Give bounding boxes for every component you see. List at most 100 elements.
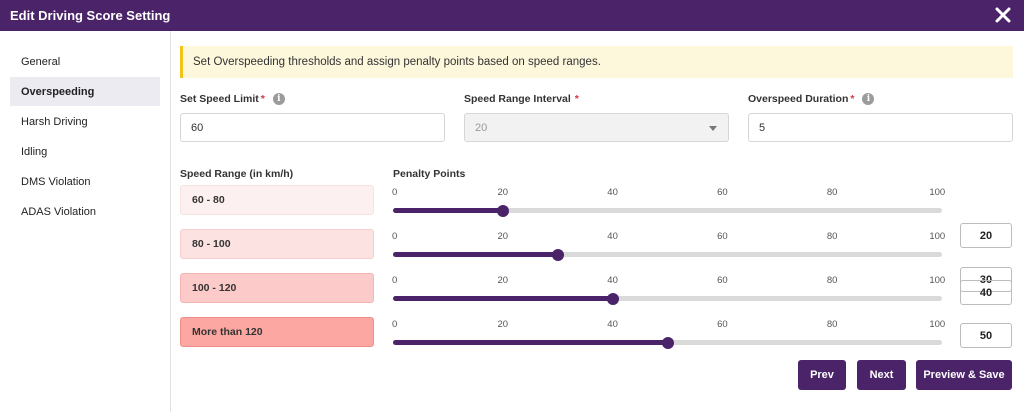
chevron-down-icon	[709, 126, 717, 131]
range-interval-select[interactable]: 20	[464, 113, 729, 142]
slider-tick-label: 80	[826, 319, 838, 330]
slider-track[interactable]	[393, 336, 942, 349]
notice-text: Set Overspeeding thresholds and assign p…	[193, 56, 601, 68]
slider-tick-label: 40	[607, 319, 618, 330]
slider-tick-label: 100	[929, 231, 946, 242]
slider-tick-label: 20	[497, 187, 509, 198]
speed-limit-value: 60	[191, 121, 204, 134]
slider-ticks: 0 20 40 60 80 100	[391, 319, 946, 331]
slider-track[interactable]	[393, 248, 942, 261]
info-icon[interactable]: i	[272, 93, 285, 105]
slider-tick-label: 40	[607, 187, 618, 198]
slider-tick-label: 60	[717, 187, 728, 198]
slider-tick-label: 20	[497, 319, 509, 330]
penalty-points-text: 40	[979, 286, 993, 299]
sidebar-item-label: Harsh Driving	[21, 115, 88, 128]
speed-range-row-1: 60 - 80	[180, 185, 374, 215]
slider-ticks: 0 20 40 60 80 100	[391, 275, 946, 287]
slider-tick-label: 0	[391, 275, 398, 286]
speed-range-row-3: 100 - 120	[180, 273, 374, 303]
slider-tick-label: 60	[717, 231, 728, 242]
speed-range-header: Speed Range (in km/h)	[180, 168, 294, 180]
range-interval-value: 20	[475, 121, 488, 134]
slider-tick-label: 40	[607, 231, 618, 242]
sidebar-item-label: DMS Violation	[21, 175, 91, 188]
sidebar-item-general[interactable]: General	[10, 47, 160, 76]
dialog-title: Edit Driving Score Setting	[10, 8, 171, 23]
penalty-points-value-row-2[interactable]: 30	[960, 267, 1012, 292]
slider-track[interactable]	[393, 204, 942, 217]
speed-range-row-4: More than 120	[180, 317, 374, 347]
slider-tick-label: 80	[826, 275, 838, 286]
info-notice: Set Overspeeding thresholds and assign p…	[180, 46, 1013, 78]
prev-button-label: Prev	[810, 369, 834, 381]
slider-fill	[393, 296, 613, 301]
overspeed-duration-input[interactable]: 5	[748, 113, 1013, 142]
close-icon[interactable]	[994, 6, 1012, 24]
speed-limit-input[interactable]: 60	[180, 113, 445, 142]
sidebar-item-adas-violation[interactable]: ADAS Violation	[10, 197, 160, 226]
sidebar-item-dms-violation[interactable]: DMS Violation	[10, 167, 160, 196]
slider-thumb[interactable]	[606, 292, 619, 305]
speed-range-label: 80 - 100	[192, 238, 231, 250]
sidebar-item-idling[interactable]: Idling	[10, 137, 160, 166]
range-interval-label-text: Speed Range Interval	[464, 93, 571, 105]
slider-tick-label: 100	[929, 275, 946, 286]
overspeed-duration-label-text: Overspeed Duration	[748, 93, 849, 105]
next-button[interactable]: Next	[857, 360, 906, 390]
slider-fill	[393, 252, 558, 257]
penalty-points-text: 20	[979, 229, 993, 242]
required-marker: *	[850, 93, 855, 105]
speed-range-label: More than 120	[192, 326, 263, 338]
slider-tick-label: 20	[497, 231, 509, 242]
slider-thumb[interactable]	[496, 204, 509, 217]
sidebar-item-label: General	[21, 55, 61, 68]
slider-tick-label: 0	[391, 231, 398, 242]
speed-range-row-2: 80 - 100	[180, 229, 374, 259]
overspeed-duration-value: 5	[759, 121, 766, 134]
slider-fill	[393, 340, 668, 345]
sidebar-item-harsh-driving[interactable]: Harsh Driving	[10, 107, 160, 136]
penalty-points-value-row-4[interactable]: 50	[960, 323, 1012, 348]
sidebar-item-overspeeding[interactable]: Overspeeding	[10, 77, 160, 106]
info-icon[interactable]: i	[862, 93, 875, 105]
penalty-slider-row-1: 0 20 40 60 80 100	[391, 187, 946, 219]
slider-track[interactable]	[393, 292, 942, 305]
penalty-points-value-row-1[interactable]: 20	[960, 223, 1012, 248]
penalty-slider-row-3: 0 20 40 60 80 100	[391, 275, 946, 307]
penalty-points-value-row-3[interactable]: 40	[960, 280, 1012, 305]
penalty-points-header: Penalty Points	[393, 168, 466, 180]
speed-range-label: 100 - 120	[192, 282, 237, 294]
penalty-slider-row-4: 0 20 40 60 80 100	[391, 319, 946, 351]
penalty-points-text: 50	[979, 329, 993, 342]
speed-limit-label-text: Set Speed Limit	[180, 93, 259, 105]
dialog-titlebar: Edit Driving Score Setting	[0, 0, 1024, 31]
settings-sidebar: General Overspeeding Harsh Driving Idlin…	[0, 31, 171, 412]
slider-tick-label: 20	[497, 275, 509, 286]
slider-thumb[interactable]	[551, 248, 564, 261]
slider-ticks: 0 20 40 60 80 100	[391, 231, 946, 243]
next-button-label: Next	[869, 369, 894, 381]
main-panel: Set Overspeeding thresholds and assign p…	[171, 31, 1024, 412]
slider-tick-label: 100	[929, 187, 946, 198]
slider-ticks: 0 20 40 60 80 100	[391, 187, 946, 199]
range-interval-label: Speed Range Interval *	[464, 93, 579, 105]
preview-save-button[interactable]: Preview & Save	[916, 360, 1012, 390]
speed-range-label: 60 - 80	[192, 194, 225, 206]
slider-thumb[interactable]	[661, 336, 674, 349]
penalty-points-text: 30	[979, 273, 993, 286]
sidebar-item-label: Idling	[21, 145, 48, 158]
overspeed-duration-label: Overspeed Duration * i	[748, 93, 875, 105]
slider-tick-label: 100	[929, 319, 946, 330]
prev-button[interactable]: Prev	[798, 360, 846, 390]
slider-tick-label: 80	[826, 187, 838, 198]
penalty-slider-row-2: 0 20 40 60 80 100	[391, 231, 946, 263]
slider-tick-label: 0	[391, 319, 398, 330]
sidebar-item-label: Overspeeding	[21, 85, 95, 98]
slider-tick-label: 60	[717, 275, 728, 286]
preview-save-button-label: Preview & Save	[923, 369, 1005, 381]
speed-limit-label: Set Speed Limit * i	[180, 93, 285, 105]
slider-tick-label: 0	[391, 187, 398, 198]
slider-fill	[393, 208, 503, 213]
required-marker: *	[574, 93, 579, 105]
